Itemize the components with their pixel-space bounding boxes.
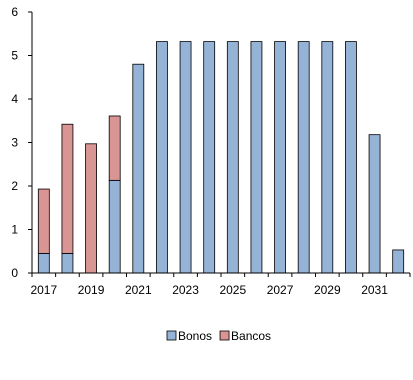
bar-bonos-2024: [203, 41, 216, 274]
bar-bonos-2027: [274, 41, 286, 274]
y-tick-label: 5: [11, 49, 18, 63]
x-tick-label: 2027: [267, 283, 294, 297]
bar-bancos-2020: [108, 115, 121, 181]
bar-bonos-2031: [368, 134, 381, 274]
bar-bonos-2025: [226, 41, 239, 274]
bar-bonos-2017: [37, 253, 50, 274]
bars-layer: [37, 41, 405, 274]
bar-bonos-2021: [132, 63, 145, 274]
ticks-layer: 0 1 2 3 4 5 6 2017 2019 2021 2023 2025 2027 2029 2031: [11, 5, 411, 297]
bar-bonos-2032: [392, 249, 405, 274]
bar-bancos-2018: [61, 123, 74, 254]
bar-bancos-2019: [85, 143, 97, 274]
x-tick-label: 2023: [172, 283, 199, 297]
bar-bonos-2026: [250, 41, 263, 274]
bar-bonos-2023: [179, 41, 192, 274]
x-tick-label: 2029: [314, 283, 341, 297]
x-tick-label: 2025: [219, 283, 246, 297]
y-tick-label: 6: [11, 5, 18, 19]
bar-bonos-2020: [108, 179, 121, 274]
bar-bonos-2022: [156, 41, 168, 274]
y-tick-label: 4: [11, 92, 18, 106]
bar-bonos-2030: [345, 41, 357, 274]
x-tick-label: 2021: [125, 283, 152, 297]
x-tick-label: 2031: [361, 283, 388, 297]
y-tick-label: 1: [11, 223, 18, 237]
bar-bonos-2029: [321, 41, 334, 274]
legend-swatch-bancos: [219, 330, 230, 341]
legend-label-bonos: Bonos: [178, 329, 212, 343]
legend: Bonos Bancos: [166, 329, 271, 343]
y-tick-label: 2: [11, 179, 18, 193]
bar-bonos-2018: [61, 253, 74, 274]
legend-swatch-bonos: [166, 330, 177, 341]
y-tick-label: 3: [11, 136, 18, 150]
y-tick-label: 0: [11, 266, 18, 280]
bar-bancos-2017: [37, 188, 50, 254]
bar-bonos-2028: [297, 41, 310, 274]
x-tick-label: 2017: [30, 283, 57, 297]
legend-label-bancos: Bancos: [231, 329, 271, 343]
x-tick-label: 2019: [78, 283, 105, 297]
